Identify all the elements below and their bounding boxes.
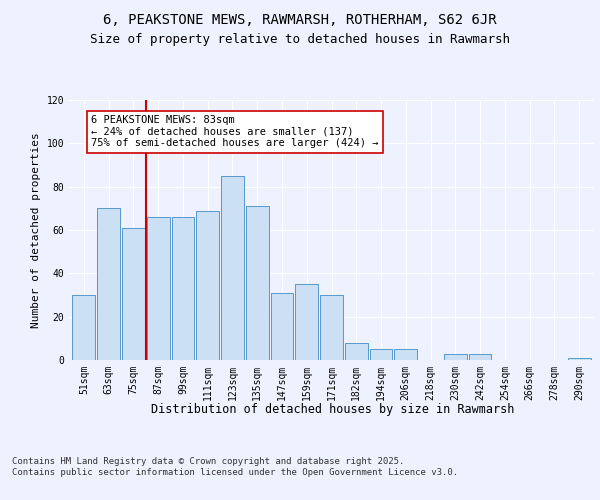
Bar [320, 295, 343, 360]
Bar [394, 349, 417, 360]
Bar [271, 293, 293, 360]
Bar [469, 354, 491, 360]
Bar [444, 354, 467, 360]
Bar [196, 210, 219, 360]
Text: Contains HM Land Registry data © Crown copyright and database right 2025.
Contai: Contains HM Land Registry data © Crown c… [12, 458, 458, 477]
Bar [568, 358, 590, 360]
Bar [370, 349, 392, 360]
Bar [73, 295, 95, 360]
Y-axis label: Number of detached properties: Number of detached properties [31, 132, 41, 328]
Bar [295, 284, 318, 360]
Bar [246, 206, 269, 360]
Text: Distribution of detached houses by size in Rawmarsh: Distribution of detached houses by size … [151, 402, 515, 415]
Bar [345, 342, 368, 360]
Bar [172, 217, 194, 360]
Text: 6, PEAKSTONE MEWS, RAWMARSH, ROTHERHAM, S62 6JR: 6, PEAKSTONE MEWS, RAWMARSH, ROTHERHAM, … [103, 12, 497, 26]
Bar [221, 176, 244, 360]
Bar [122, 228, 145, 360]
Text: 6 PEAKSTONE MEWS: 83sqm
← 24% of detached houses are smaller (137)
75% of semi-d: 6 PEAKSTONE MEWS: 83sqm ← 24% of detache… [91, 115, 379, 148]
Bar [147, 217, 170, 360]
Bar [97, 208, 120, 360]
Text: Size of property relative to detached houses in Rawmarsh: Size of property relative to detached ho… [90, 32, 510, 46]
